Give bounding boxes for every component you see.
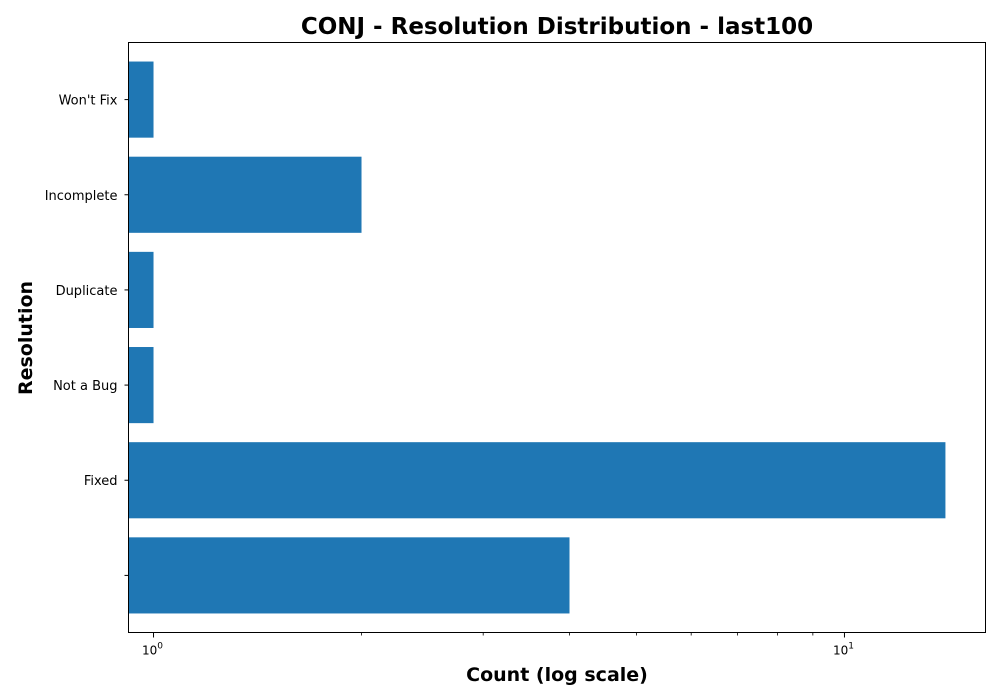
x-tick-label: 100 (142, 642, 163, 658)
x-ticks-group: 100 101 (142, 632, 854, 658)
y-tick-label: Duplicate (56, 284, 118, 299)
x-tick-label: 101 (833, 642, 854, 658)
bar (128, 156, 362, 233)
y-ticks-group: Fixed Not a Bug Duplicate Incomplete Won't F… (45, 94, 129, 576)
y-tick-label: Incomplete (45, 189, 118, 204)
bar (128, 537, 570, 614)
plot-frame (128, 42, 986, 633)
y-tick-label: Won't Fix (59, 94, 118, 109)
bars-group (128, 61, 946, 614)
y-axis-label: Resolution (15, 281, 37, 395)
y-tick-label: Not a Bug (53, 379, 117, 394)
chart-title: CONJ - Resolution Distribution - last100 (301, 14, 813, 40)
bar (128, 442, 946, 519)
x-axis-label: Count (log scale) (466, 664, 648, 686)
bar (128, 347, 154, 424)
bar (128, 61, 154, 138)
y-tick-label: Fixed (84, 474, 118, 489)
bar (128, 251, 154, 328)
